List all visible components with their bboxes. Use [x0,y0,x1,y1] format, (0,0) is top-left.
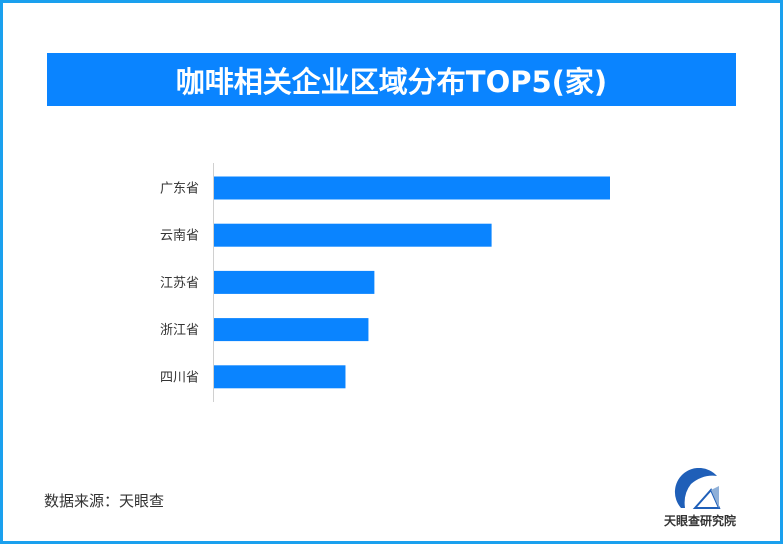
category-label: 四川省 [160,370,199,385]
bar-0 [214,176,610,200]
bar-1 [214,223,492,247]
bar-2 [214,270,375,294]
category-label: 江苏省 [160,275,199,291]
logo: 天眼查研究院 [655,467,745,532]
chart-title: 咖啡相关企业区域分布TOP5(家) [47,53,736,106]
category-label: 广东省 [160,182,199,197]
category-label: 云南省 [160,228,199,244]
logo-text: 天眼查研究院 [663,514,736,528]
category-label: 浙江省 [160,323,199,338]
data-source: 数据来源：天眼查 [44,492,165,510]
bar-3 [214,318,369,342]
logo-icon [674,467,721,509]
bar-4 [214,365,346,389]
